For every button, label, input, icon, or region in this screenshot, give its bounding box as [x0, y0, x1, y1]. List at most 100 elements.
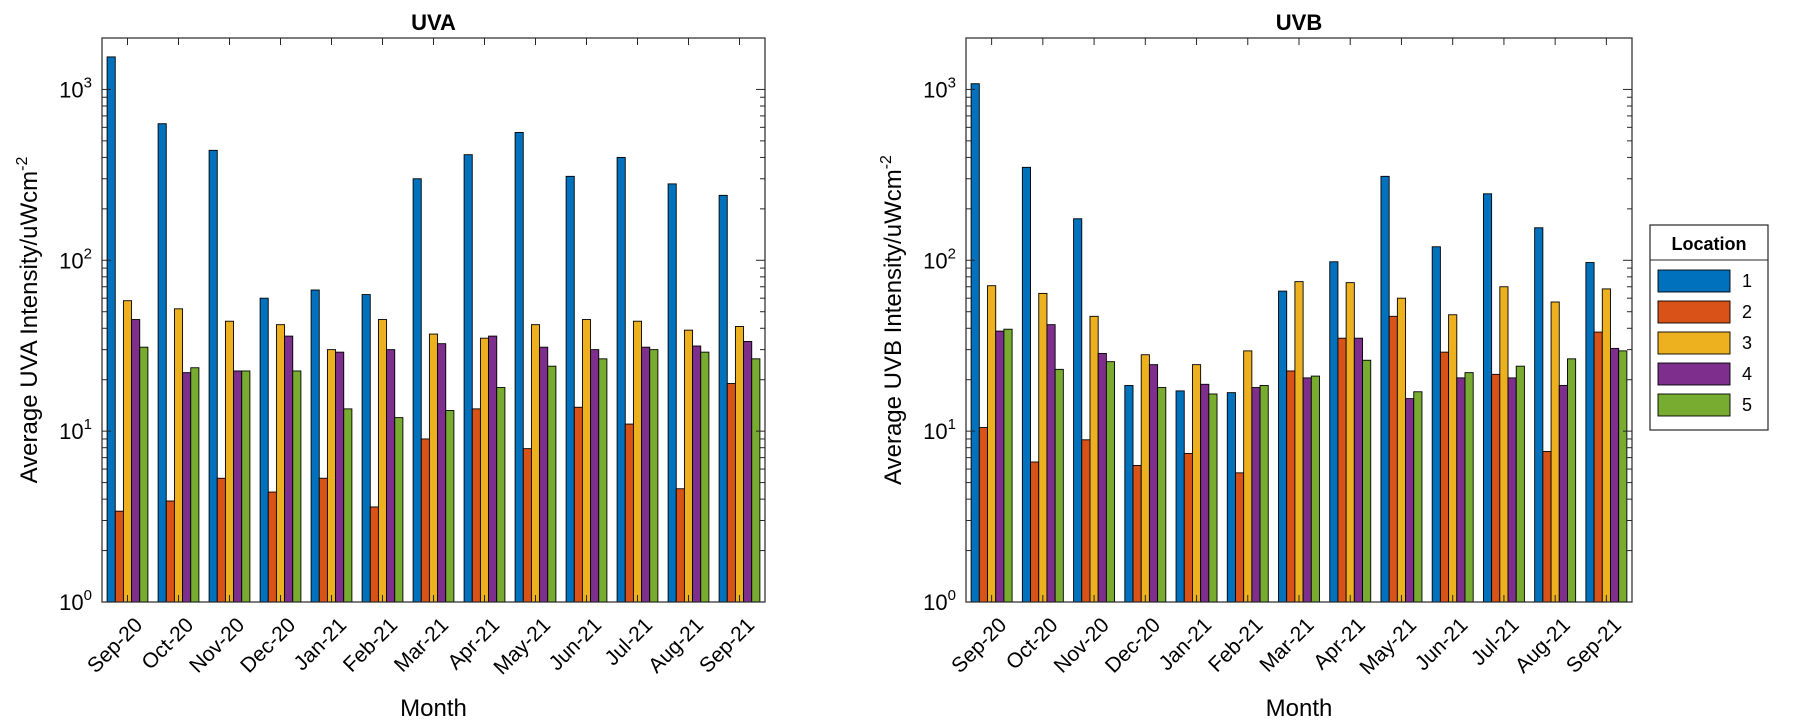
bar-uva-aug-21-loc4 — [692, 345, 702, 603]
bar-uva-nov-20-loc2 — [216, 477, 226, 603]
bar-uva-aug-21-loc5 — [700, 351, 710, 603]
bar-uva-mar-21-loc5 — [445, 410, 455, 603]
bar-uva-sep-21-loc1 — [718, 194, 728, 603]
bar-uvb-jun-21-loc2 — [1439, 351, 1450, 603]
bar-uva-may-21-loc4 — [539, 346, 549, 603]
bar-uvb-nov-20-loc1 — [1073, 218, 1083, 603]
xtick-label-feb-21: Feb-21 — [339, 613, 402, 676]
bar-uva-mar-21-loc1 — [412, 178, 422, 603]
bar-uvb-aug-21-loc2 — [1542, 451, 1552, 603]
bar-uvb-jul-21-loc3 — [1499, 286, 1509, 603]
bar-uva-dec-20-loc3 — [275, 324, 286, 603]
legend-label-3: 3 — [1742, 333, 1752, 353]
bar-uva-jan-21-loc2 — [318, 477, 328, 603]
xtick-label-sep-21: Sep-21 — [695, 613, 759, 677]
legend-swatch-5 — [1657, 393, 1731, 417]
bar-uva-jul-21-loc3 — [632, 320, 643, 603]
bar-uva-mar-21-loc2 — [420, 438, 430, 603]
bar-uva-oct-20-loc5 — [190, 367, 200, 603]
bar-uva-jan-21-loc1 — [310, 289, 320, 603]
xtick-label-mar-21: Mar-21 — [390, 613, 453, 676]
bar-uvb-jan-21-loc5 — [1208, 393, 1218, 603]
chart-title-uvb: UVB — [1276, 10, 1322, 35]
bar-uvb-jun-21-loc4 — [1456, 377, 1466, 603]
bar-uva-nov-20-loc3 — [224, 320, 235, 603]
legend-label-2: 2 — [1742, 302, 1752, 322]
bar-uvb-mar-21-loc1 — [1278, 290, 1288, 603]
bar-uvb-may-21-loc1 — [1380, 175, 1390, 603]
bar-uva-sep-21-loc2 — [726, 383, 736, 603]
bar-uva-sep-21-loc4 — [743, 340, 753, 603]
legend-label-4: 4 — [1742, 364, 1752, 384]
xtick-label-jun-21: Jun-21 — [1411, 613, 1473, 675]
xtick-label-mar-21: Mar-21 — [1255, 613, 1318, 676]
bar-uva-jul-21-loc4 — [641, 346, 651, 603]
bar-uvb-jun-21-loc5 — [1464, 372, 1474, 603]
bar-uvb-sep-20-loc2 — [978, 427, 988, 603]
bar-uva-sep-20-loc5 — [139, 346, 149, 603]
xtick-label-sep-21: Sep-21 — [1562, 613, 1626, 677]
bar-uvb-apr-21-loc3 — [1345, 282, 1355, 603]
ytick-label: 101 — [923, 416, 956, 444]
bar-uvb-sep-20-loc3 — [987, 285, 997, 603]
bar-uva-jan-21-loc4 — [335, 351, 345, 603]
xtick-label-aug-21: Aug-21 — [644, 613, 708, 677]
bar-uva-feb-21-loc4 — [386, 349, 396, 603]
bar-uvb-mar-21-loc5 — [1310, 375, 1320, 603]
bar-uvb-may-21-loc5 — [1413, 391, 1423, 603]
bar-uva-feb-21-loc5 — [394, 417, 404, 603]
bar-uvb-dec-20-loc1 — [1124, 385, 1134, 603]
legend: Location 1 2 3 4 5 — [1649, 224, 1769, 431]
chart-uva: 100101102103Sep-20Oct-20Nov-20Dec-20Jan-… — [14, 10, 766, 722]
ytick-label: 101 — [59, 416, 92, 444]
bar-uva-oct-20-loc4 — [182, 372, 192, 603]
bar-uva-dec-20-loc5 — [292, 370, 302, 603]
bar-uvb-apr-21-loc1 — [1329, 261, 1339, 603]
y-axis-label-uva: Average UVA Intensity/uWcm-2 — [14, 157, 43, 484]
ytick-label: 100 — [59, 587, 92, 615]
bar-uvb-jul-21-loc1 — [1482, 193, 1493, 603]
legend-label-5: 5 — [1742, 395, 1752, 415]
xtick-label-sep-20: Sep-20 — [947, 613, 1011, 677]
bar-uvb-mar-21-loc4 — [1302, 377, 1312, 603]
x-axis-label-uva: Month — [400, 695, 467, 722]
bar-uva-feb-21-loc2 — [369, 506, 379, 603]
bar-uvb-oct-20-loc1 — [1021, 166, 1031, 603]
bar-uvb-jan-21-loc4 — [1200, 383, 1210, 603]
xtick-label-jan-21: Jan-21 — [290, 613, 352, 675]
bar-uva-apr-21-loc4 — [488, 335, 498, 603]
bar-uvb-sep-20-loc4 — [995, 330, 1005, 603]
bar-uvb-jul-21-loc4 — [1507, 377, 1517, 603]
bar-uvb-sep-21-loc2 — [1593, 331, 1603, 603]
chart-title-uva: UVA — [411, 10, 456, 35]
bar-uvb-sep-21-loc5 — [1618, 350, 1628, 603]
bar-uvb-jun-21-loc3 — [1448, 314, 1458, 603]
bar-uvb-jul-21-loc2 — [1491, 373, 1501, 603]
bar-uvb-aug-21-loc1 — [1534, 227, 1544, 603]
bar-uvb-may-21-loc4 — [1405, 398, 1415, 603]
ytick-label: 100 — [923, 587, 956, 615]
xtick-label-may-21: May-21 — [489, 613, 555, 679]
bar-uva-may-21-loc1 — [514, 132, 524, 603]
bar-uva-apr-21-loc2 — [471, 408, 481, 603]
bar-uvb-sep-21-loc3 — [1601, 288, 1611, 603]
xtick-label-feb-21: Feb-21 — [1204, 613, 1267, 676]
bar-uvb-jan-21-loc1 — [1175, 390, 1185, 603]
bar-uvb-apr-21-loc2 — [1337, 337, 1347, 603]
legend-swatch-2 — [1657, 300, 1731, 324]
xtick-label-dec-20: Dec-20 — [1101, 613, 1165, 677]
bar-uvb-aug-21-loc4 — [1558, 385, 1568, 603]
ytick-label: 102 — [59, 245, 92, 273]
bar-uvb-feb-21-loc1 — [1226, 392, 1236, 603]
xtick-label-nov-20: Nov-20 — [1050, 613, 1114, 677]
bar-uva-oct-20-loc3 — [173, 308, 184, 603]
bar-uvb-dec-20-loc3 — [1140, 354, 1150, 603]
bar-uvb-nov-20-loc4 — [1097, 352, 1107, 603]
bar-uvb-may-21-loc3 — [1396, 297, 1407, 603]
bar-uva-sep-20-loc2 — [114, 510, 124, 603]
bar-uva-dec-20-loc1 — [259, 297, 269, 603]
bar-uva-oct-20-loc2 — [165, 500, 175, 603]
bar-uva-apr-21-loc3 — [479, 337, 490, 603]
bar-uvb-oct-20-loc5 — [1054, 368, 1064, 603]
